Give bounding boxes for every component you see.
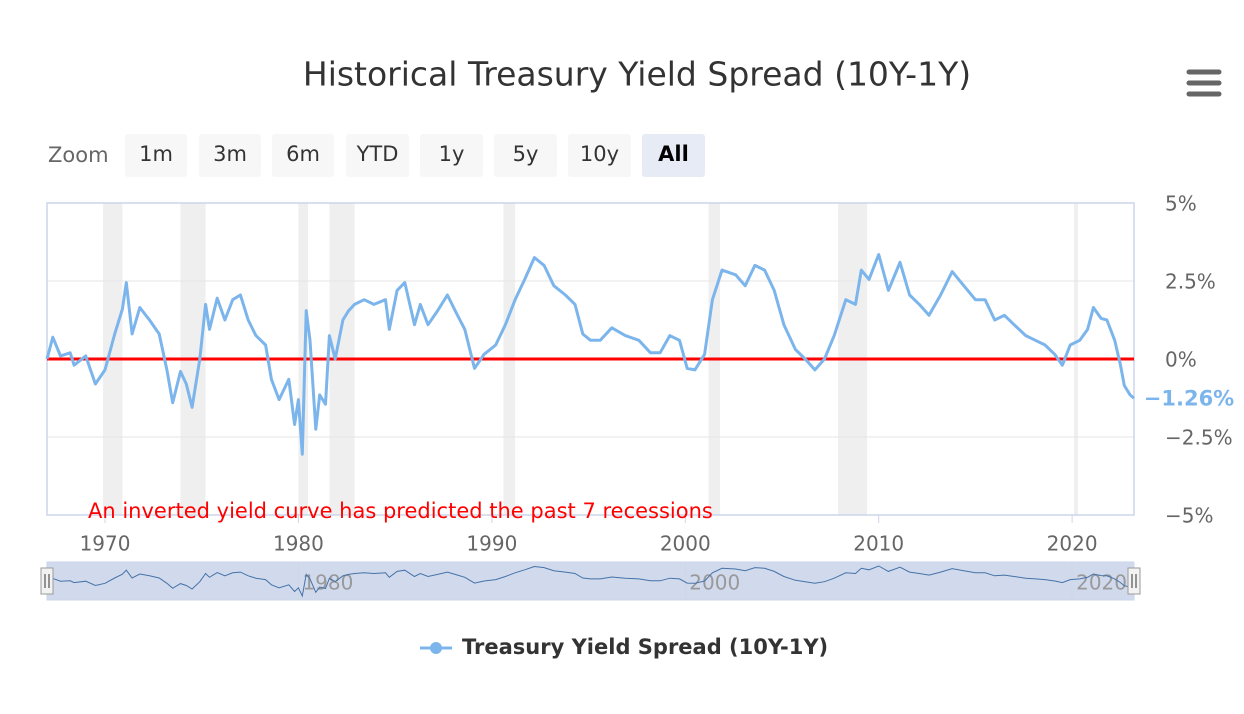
annotation: An inverted yield curve has predicted th…: [88, 499, 713, 523]
x-tick-label: 2000: [660, 532, 711, 556]
y-tick-label: 2.5%: [1165, 270, 1216, 294]
navigator-tick-label: 2020: [1076, 571, 1127, 595]
chart-title: Historical Treasury Yield Spread (10Y-1Y…: [303, 55, 971, 94]
zoom-button-label[interactable]: All: [658, 142, 689, 166]
zoom-button[interactable]: [642, 134, 705, 177]
x-tick-label: 1980: [273, 532, 324, 556]
last-value-label: −1.26%: [1144, 386, 1234, 410]
zoom-button-label[interactable]: 6m: [286, 142, 320, 166]
legend-symbol-marker: [430, 642, 442, 654]
zoom-button-label[interactable]: 3m: [213, 142, 247, 166]
zoom-button[interactable]: [199, 134, 261, 177]
zoom-button[interactable]: [346, 134, 409, 177]
y-tick-label: 5%: [1165, 192, 1197, 216]
x-tick-label: 1970: [80, 532, 131, 556]
x-tick-label: 2020: [1047, 532, 1098, 556]
x-tick-label: 1990: [466, 532, 517, 556]
navigator-line: [46, 565, 1135, 598]
navigator-handle[interactable]: [1127, 567, 1141, 595]
y-tick-label: 0%: [1165, 348, 1197, 372]
zoom-button[interactable]: [494, 134, 557, 177]
zoom-button-label[interactable]: 10y: [580, 142, 619, 166]
zoom-button[interactable]: [568, 134, 631, 177]
zoom-button-label[interactable]: YTD: [356, 142, 399, 166]
y-tick-label: −5%: [1165, 504, 1214, 528]
menu-button[interactable]: [1180, 62, 1228, 104]
zoom-button[interactable]: [125, 134, 187, 177]
zoom-button[interactable]: [272, 134, 334, 177]
y-tick-label: −2.5%: [1165, 426, 1233, 450]
navigator-mask: [46, 561, 1135, 601]
series-line: [45, 253, 1135, 456]
legend-label[interactable]: Treasury Yield Spread (10Y-1Y): [462, 635, 828, 659]
zoom-button-label[interactable]: 5y: [513, 142, 539, 166]
x-tick-label: 2010: [853, 532, 904, 556]
navigator-handle[interactable]: [40, 567, 54, 595]
zoom-button-label[interactable]: 1m: [139, 142, 173, 166]
zoom-button-label[interactable]: 1y: [439, 142, 465, 166]
zoom-button[interactable]: [420, 134, 483, 177]
zoom-label: Zoom: [48, 143, 109, 167]
